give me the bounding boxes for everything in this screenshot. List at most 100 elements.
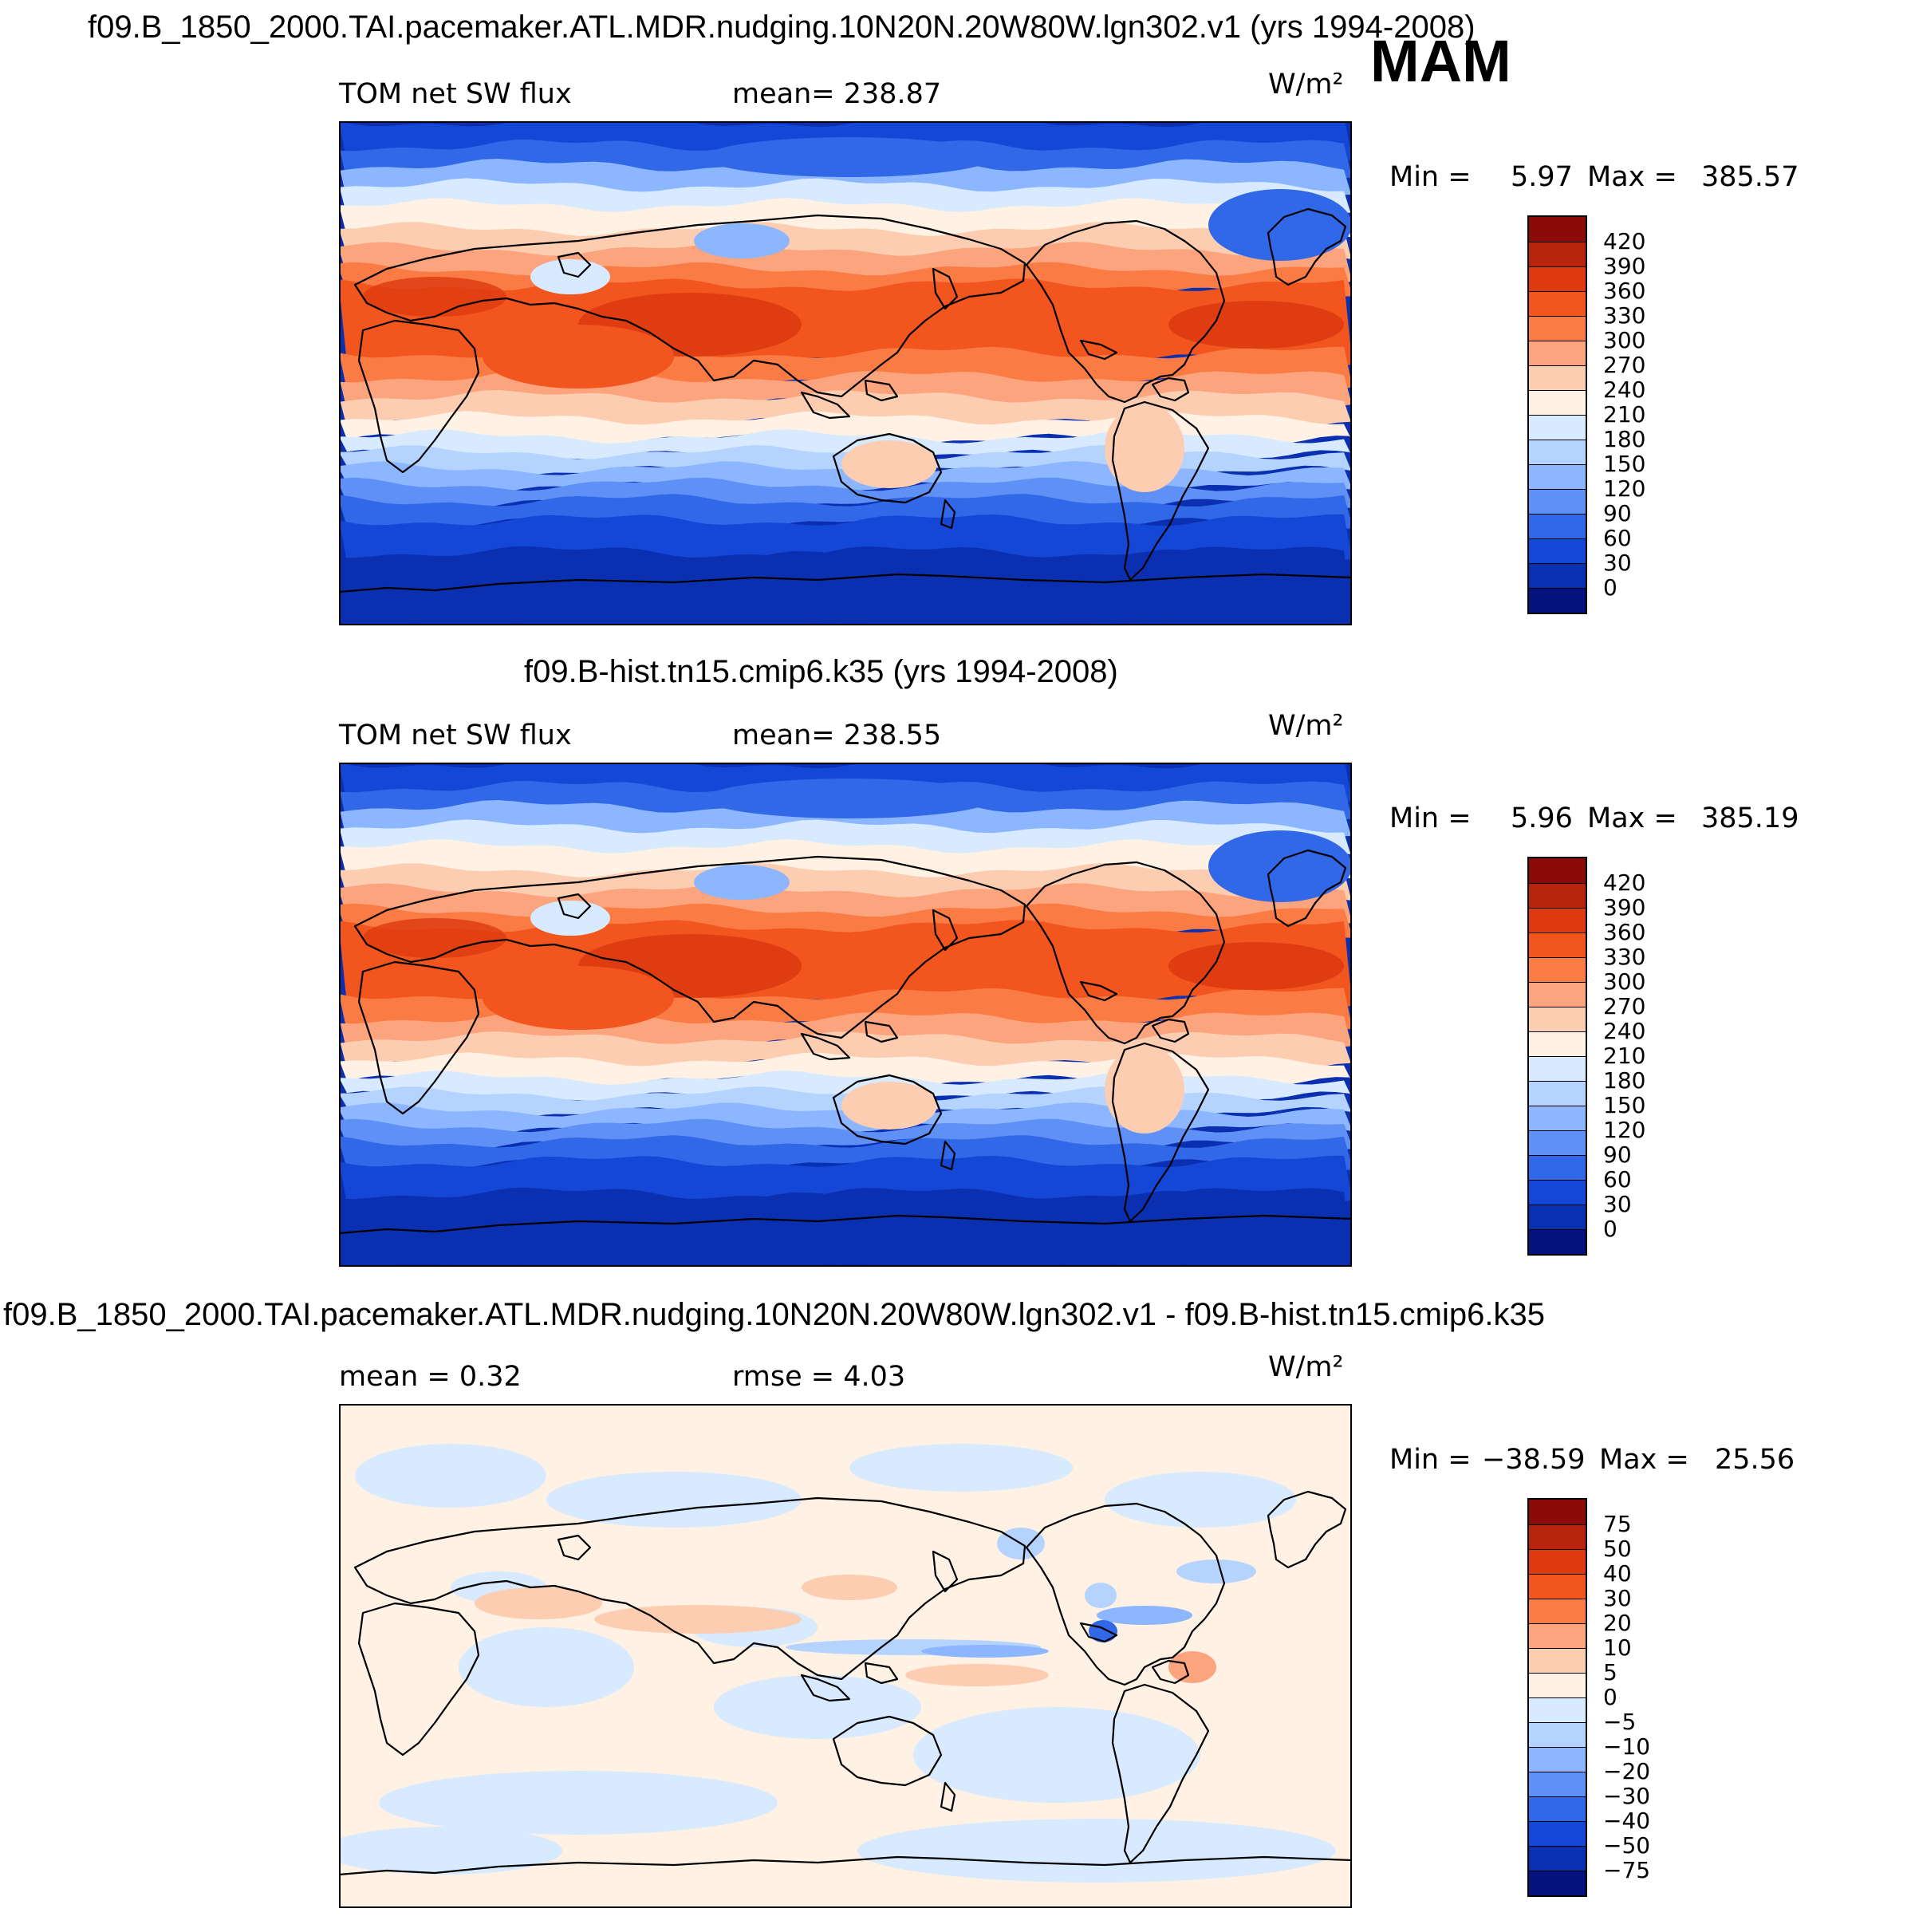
colorbar-tick-label: 270 bbox=[1603, 993, 1646, 1019]
colorbar-swatch bbox=[1529, 538, 1586, 563]
panel-diff: mean = 0.32 rmse = 4.03 W/m² Min = −38.5… bbox=[0, 1283, 1907, 1908]
panel-control: TOM net SW flux mean= 238.55 W/m² Min = … bbox=[0, 641, 1907, 1267]
colorbar-swatch bbox=[1529, 588, 1586, 613]
min-value: 5.97 bbox=[1511, 161, 1573, 193]
colorbar-swatch bbox=[1529, 1056, 1586, 1081]
colorbar-swatch bbox=[1529, 390, 1586, 415]
colorbar-swatch bbox=[1529, 1180, 1586, 1205]
colorbar-swatch bbox=[1529, 1081, 1586, 1106]
colorbar-swatch bbox=[1529, 217, 1586, 242]
colorbar bbox=[1527, 857, 1587, 1256]
min-value: 5.96 bbox=[1511, 802, 1573, 834]
max-value: 25.56 bbox=[1715, 1444, 1795, 1476]
colorbar-swatch bbox=[1529, 1648, 1586, 1673]
mean-label: mean= 238.55 bbox=[732, 720, 942, 751]
colorbar-swatch bbox=[1529, 1772, 1586, 1796]
colorbar-tick-label: −75 bbox=[1603, 1857, 1651, 1883]
title-diff: f09.B_1850_2000.TAI.pacemaker.ATL.MDR.nu… bbox=[3, 1297, 1545, 1332]
colorbar-swatch bbox=[1529, 1673, 1586, 1697]
colorbar-swatch bbox=[1529, 932, 1586, 957]
colorbar-tick-label: 90 bbox=[1603, 1141, 1632, 1168]
colorbar-swatch bbox=[1529, 1599, 1586, 1623]
colorbar-swatch bbox=[1529, 1524, 1586, 1549]
colorbar-swatch bbox=[1529, 1007, 1586, 1031]
colorbar-swatch bbox=[1529, 341, 1586, 365]
colorbar-tick-label: 30 bbox=[1603, 1191, 1632, 1217]
colorbar-swatch bbox=[1529, 1106, 1586, 1130]
colorbar-tick-label: −5 bbox=[1603, 1709, 1637, 1735]
colorbar-tick-label: 0 bbox=[1603, 574, 1617, 601]
colorbar-tick-label: 5 bbox=[1603, 1659, 1617, 1686]
colorbar-tick-label: 210 bbox=[1603, 1043, 1646, 1069]
colorbar-tick-label: 300 bbox=[1603, 327, 1646, 353]
colorbar-swatch bbox=[1529, 1229, 1586, 1254]
colorbar-swatch bbox=[1529, 514, 1586, 538]
colorbar-tick-label: 50 bbox=[1603, 1536, 1632, 1562]
colorbar-swatch bbox=[1529, 858, 1586, 883]
mean-label: mean= 238.87 bbox=[732, 78, 942, 110]
colorbar-swatch bbox=[1529, 1623, 1586, 1648]
colorbar-tick-label: −20 bbox=[1603, 1758, 1651, 1784]
min-label: Min = bbox=[1389, 161, 1472, 193]
colorbar-swatch bbox=[1529, 291, 1586, 316]
variable-label: TOM net SW flux bbox=[339, 720, 572, 751]
units-label: W/m² bbox=[1268, 1351, 1344, 1383]
min-label: Min = bbox=[1389, 1444, 1472, 1476]
colorbar-swatch bbox=[1529, 1155, 1586, 1180]
colorbar-swatch bbox=[1529, 316, 1586, 341]
colorbar-swatch bbox=[1529, 1796, 1586, 1821]
colorbar-swatch bbox=[1529, 266, 1586, 291]
colorbar bbox=[1527, 215, 1587, 614]
max-label: Max = bbox=[1587, 161, 1677, 193]
colorbar-swatch bbox=[1529, 1722, 1586, 1747]
colorbar-tick-label: 240 bbox=[1603, 377, 1646, 403]
colorbar-swatch bbox=[1529, 365, 1586, 390]
colorbar-swatch bbox=[1529, 883, 1586, 908]
colorbar-swatch bbox=[1529, 1747, 1586, 1772]
colorbar-swatch bbox=[1529, 489, 1586, 514]
colorbar-tick-label: −50 bbox=[1603, 1832, 1651, 1859]
colorbar-swatch bbox=[1529, 957, 1586, 982]
colorbar-tick-label: 270 bbox=[1603, 352, 1646, 378]
colorbar bbox=[1527, 1498, 1587, 1897]
colorbar-tick-label: 40 bbox=[1603, 1560, 1632, 1587]
colorbar-tick-label: 210 bbox=[1603, 401, 1646, 428]
colorbar-tick-label: 120 bbox=[1603, 475, 1646, 502]
min-value: −38.59 bbox=[1482, 1444, 1586, 1476]
colorbar-swatch bbox=[1529, 242, 1586, 266]
colorbar-tick-label: 390 bbox=[1603, 253, 1646, 279]
colorbar-tick-label: 10 bbox=[1603, 1634, 1632, 1661]
colorbar-swatch bbox=[1529, 440, 1586, 464]
colorbar-tick-label: −10 bbox=[1603, 1733, 1651, 1760]
max-label: Max = bbox=[1599, 1444, 1689, 1476]
colorbar-tick-label: 390 bbox=[1603, 894, 1646, 921]
colorbar-tick-label: 20 bbox=[1603, 1610, 1632, 1636]
season-label: MAM bbox=[1370, 28, 1511, 94]
max-value: 385.19 bbox=[1701, 802, 1799, 834]
colorbar-tick-label: 150 bbox=[1603, 1092, 1646, 1118]
colorbar-swatch bbox=[1529, 415, 1586, 440]
colorbar-tick-label: 330 bbox=[1603, 944, 1646, 970]
colorbar-tick-label: 120 bbox=[1603, 1117, 1646, 1143]
colorbar-swatch bbox=[1529, 1031, 1586, 1056]
colorbar-tick-label: 90 bbox=[1603, 500, 1632, 526]
colorbar-swatch bbox=[1529, 1205, 1586, 1229]
colorbar-swatch bbox=[1529, 1574, 1586, 1599]
map-svg bbox=[339, 763, 1352, 1267]
rmse-label: rmse = 4.03 bbox=[732, 1361, 906, 1393]
variable-label: TOM net SW flux bbox=[339, 78, 572, 110]
colorbar-swatch bbox=[1529, 1500, 1586, 1524]
colorbar-tick-label: −40 bbox=[1603, 1808, 1651, 1834]
colorbar-tick-label: 360 bbox=[1603, 919, 1646, 945]
colorbar-tick-label: 150 bbox=[1603, 451, 1646, 477]
title-control: f09.B-hist.tn15.cmip6.k35 (yrs 1994-2008… bbox=[524, 654, 1118, 689]
panel-case: TOM net SW flux mean= 238.87 W/m² Min = … bbox=[0, 0, 1907, 625]
colorbar-swatch bbox=[1529, 1130, 1586, 1155]
title-case: f09.B_1850_2000.TAI.pacemaker.ATL.MDR.nu… bbox=[88, 10, 1476, 45]
colorbar-tick-label: 420 bbox=[1603, 228, 1646, 254]
units-label: W/m² bbox=[1268, 69, 1344, 101]
colorbar-swatch bbox=[1529, 982, 1586, 1007]
mean-label: mean = 0.32 bbox=[339, 1361, 522, 1393]
colorbar-tick-label: 30 bbox=[1603, 1585, 1632, 1611]
